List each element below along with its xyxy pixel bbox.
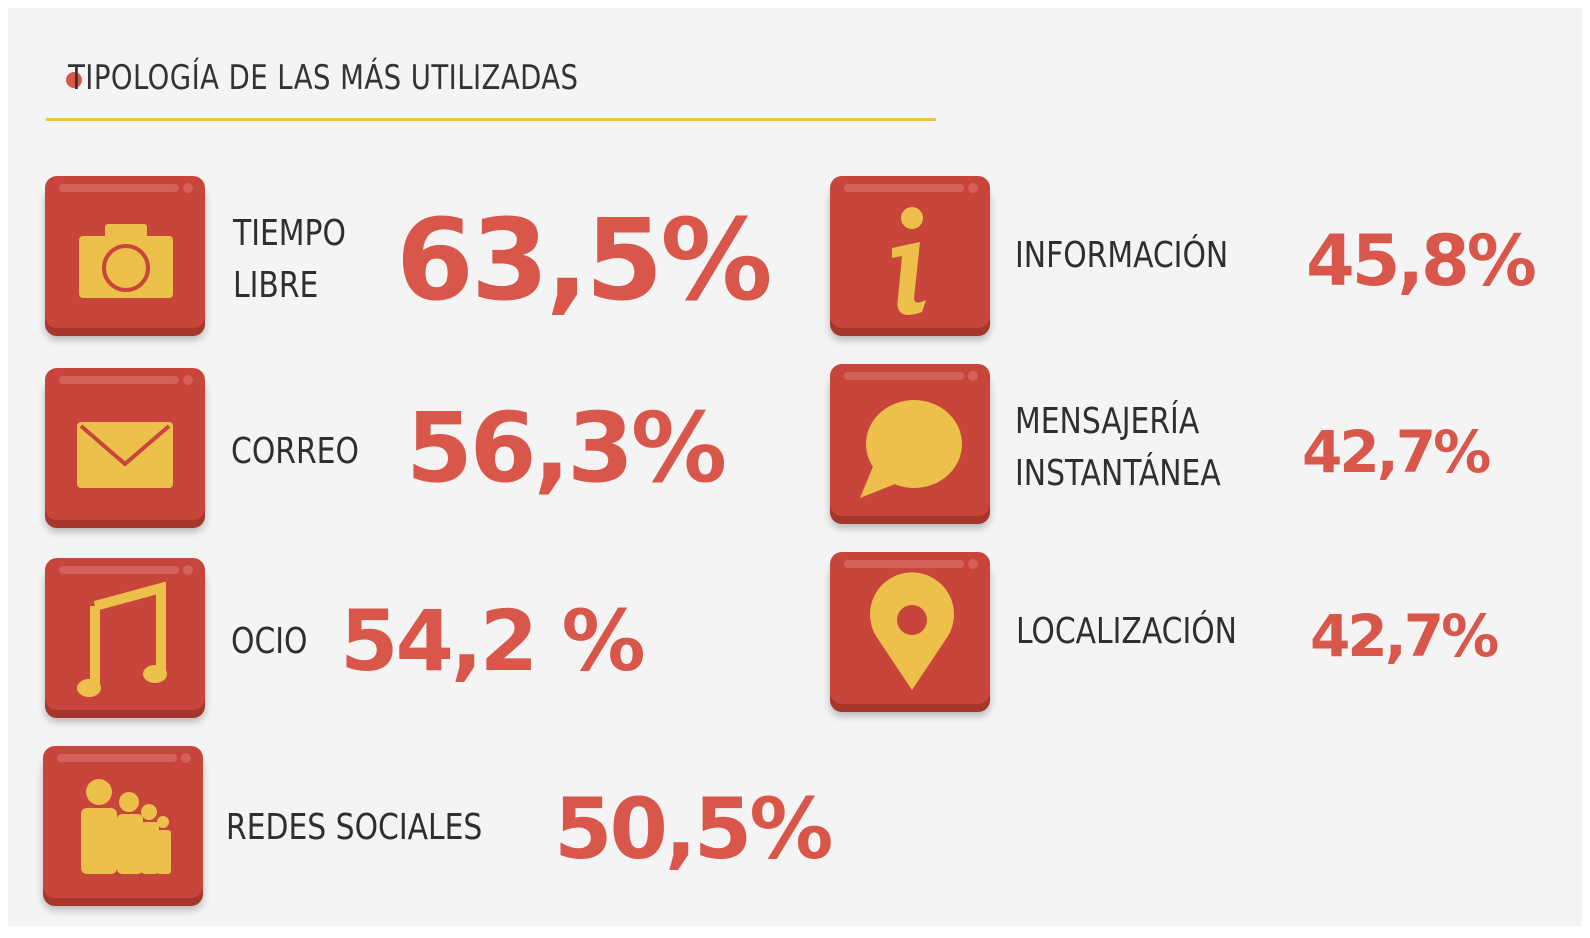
item-value: 63,5% — [396, 196, 773, 326]
divider — [46, 118, 936, 121]
icon-info — [830, 176, 990, 328]
item-value: 42,7% — [1310, 602, 1499, 670]
icon-mail — [45, 368, 205, 520]
item-value: 50,5% — [554, 780, 833, 878]
icon-location — [830, 552, 990, 704]
item-label: REDES SOCIALES — [226, 807, 483, 848]
icon-music — [45, 558, 205, 710]
item-value: 54,2 % — [340, 592, 646, 690]
item-label: MENSAJERÍA INSTANTÁNEA — [1015, 401, 1221, 494]
item-value: 42,7% — [1302, 418, 1491, 486]
item-value: 56,3% — [406, 392, 727, 504]
icon-camera — [45, 176, 205, 328]
bullet — [66, 72, 82, 88]
item-label: OCIO — [231, 621, 308, 662]
icon-chat — [830, 364, 990, 516]
item-label: CORREO — [231, 431, 359, 472]
icon-people — [43, 746, 203, 898]
panel — [8, 8, 1582, 926]
item-label: TIEMPO LIBRE — [233, 213, 346, 306]
item-value: 45,8% — [1306, 220, 1537, 302]
section-title: TIPOLOGÍA DE LAS MÁS UTILIZADAS — [68, 58, 579, 98]
item-label: LOCALIZACIÓN — [1016, 611, 1237, 652]
item-label: INFORMACIÓN — [1015, 235, 1229, 276]
